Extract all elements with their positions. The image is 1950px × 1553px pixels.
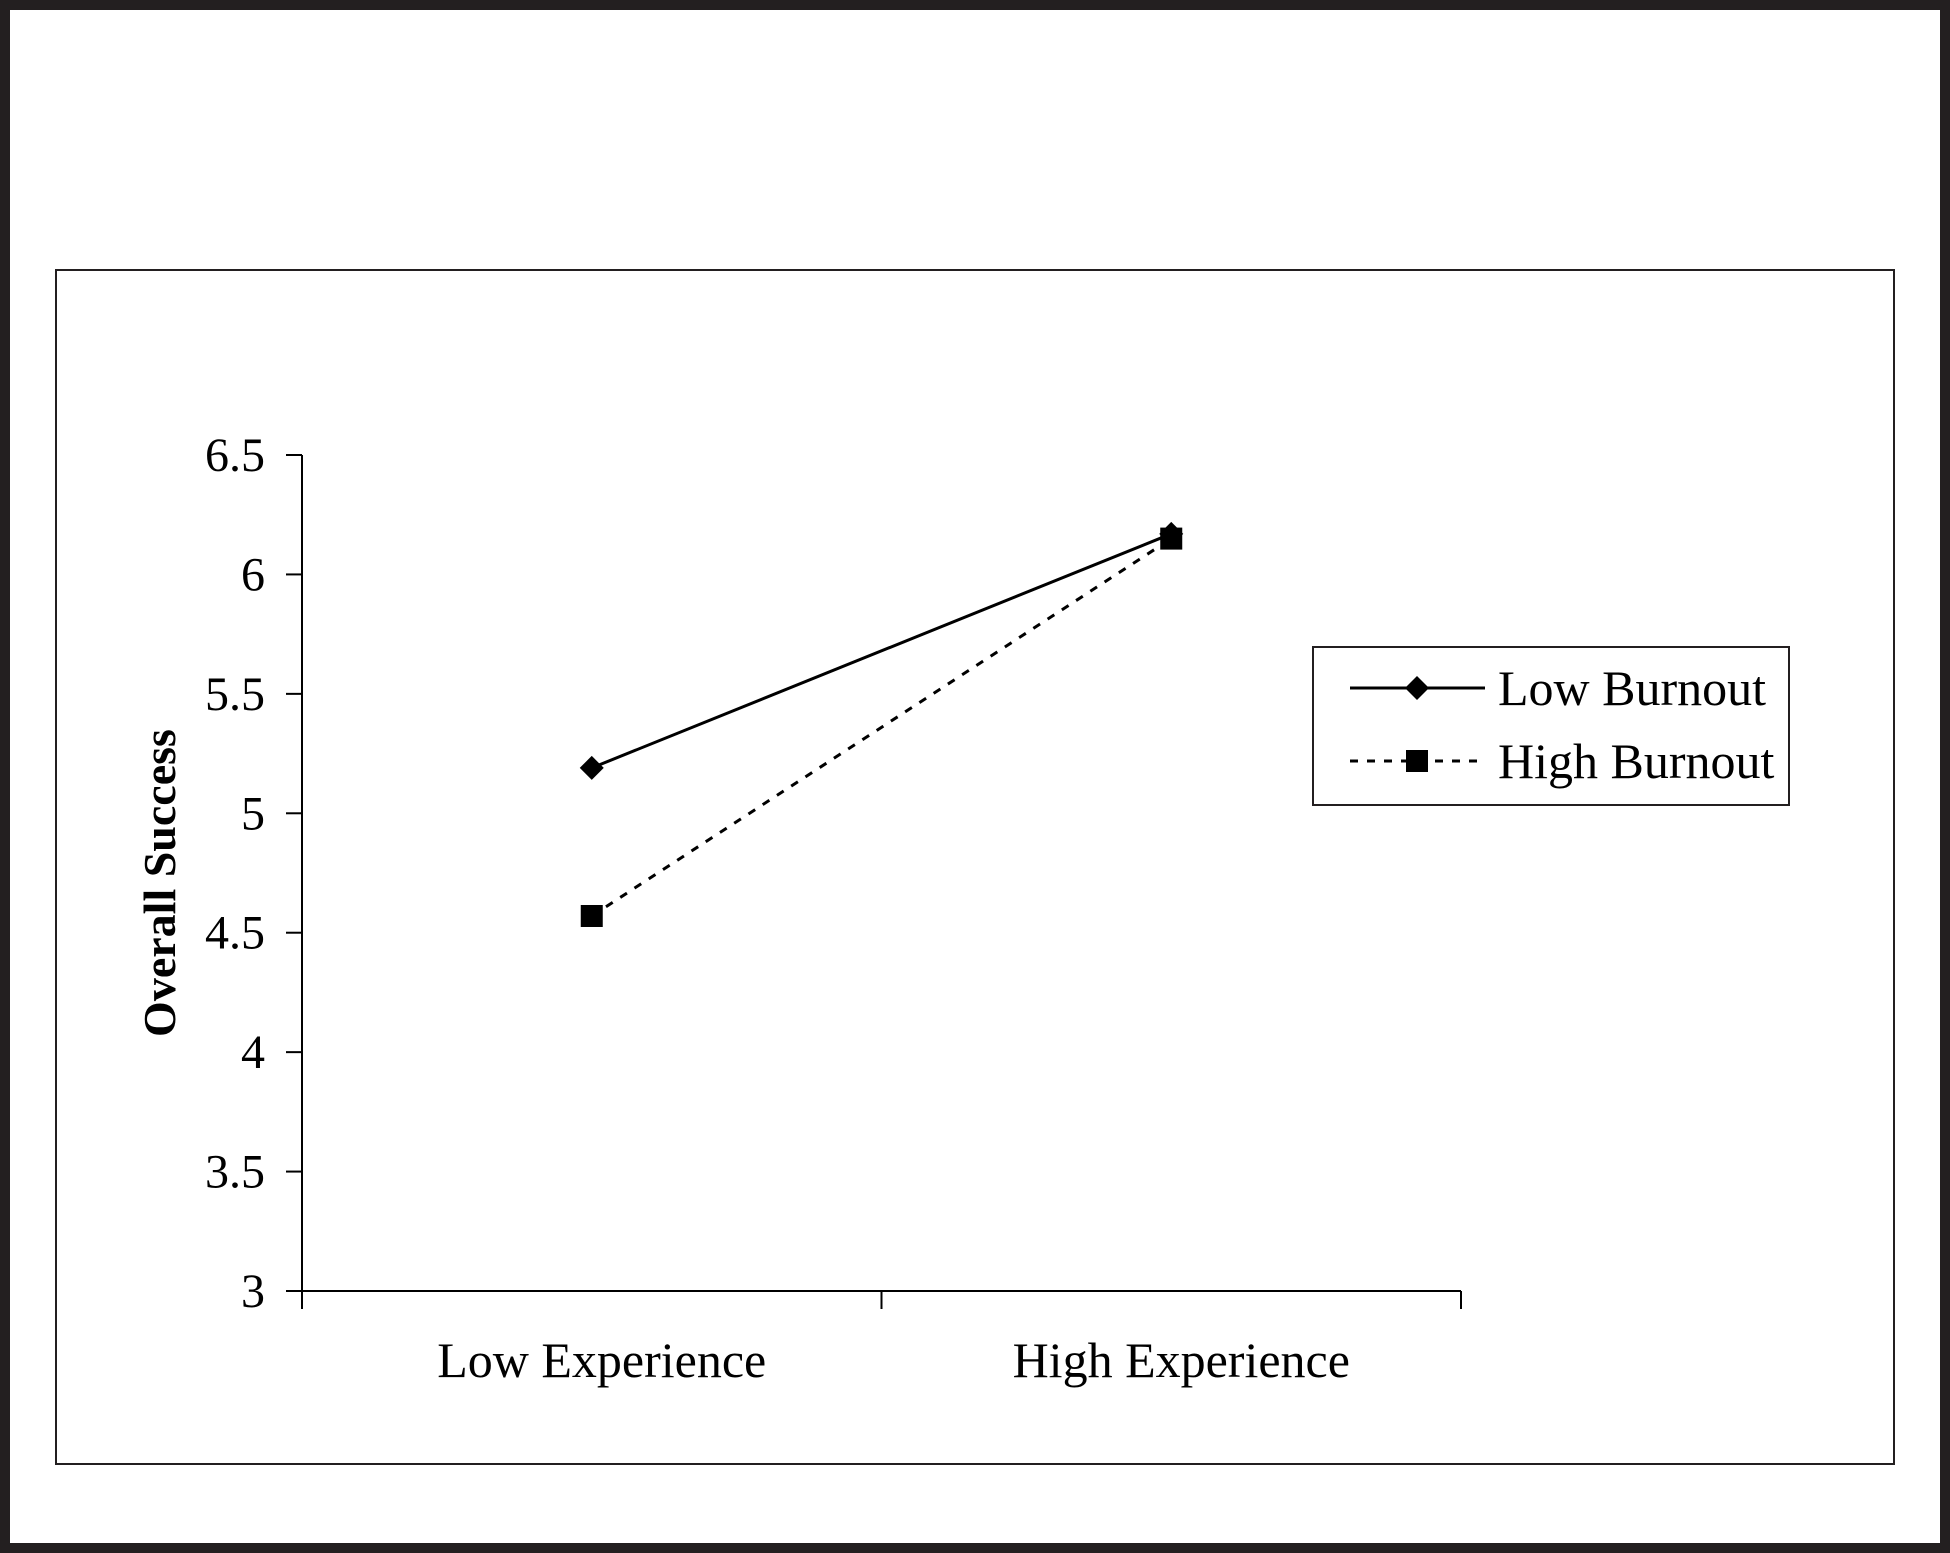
y-tick-label: 4.5 (205, 907, 265, 960)
y-tick-label: 5.5 (205, 668, 265, 721)
plot-area-border (55, 269, 1895, 1465)
y-tick-label: 4 (241, 1026, 265, 1079)
data-point (580, 904, 603, 927)
y-tick-label: 6 (241, 548, 265, 601)
legend-marker (1406, 750, 1428, 772)
x-category-label: Low Experience (437, 1332, 766, 1388)
legend-entry: Low Burnout (1350, 660, 1766, 716)
legend-marker (1405, 676, 1429, 700)
series-layer (579, 521, 1184, 927)
legend-label: Low Burnout (1498, 660, 1766, 716)
series-line (590, 537, 1173, 918)
series-0 (579, 521, 1184, 780)
y-tick-label: 6.5 (205, 429, 265, 482)
series-line (591, 532, 1172, 770)
y-tick-label: 5 (241, 787, 265, 840)
y-axis: 3 3.5 4 4.5 5 5.5 6 6.5 (205, 429, 303, 1318)
legend-box (1312, 646, 1790, 806)
data-point (1160, 527, 1183, 550)
y-tick-label: 3 (241, 1265, 265, 1318)
x-axis: Low Experience High Experience (301, 1290, 1462, 1388)
legend-label: High Burnout (1498, 733, 1775, 789)
y-tick-label: 3.5 (205, 1146, 265, 1199)
legend: Low Burnout High Burnout (1312, 646, 1790, 806)
legend-entry: High Burnout (1350, 733, 1775, 789)
series-1 (580, 527, 1183, 927)
y-axis-title: Overall Success (134, 729, 185, 1037)
x-category-label: High Experience (1013, 1332, 1350, 1388)
data-point (579, 755, 604, 780)
